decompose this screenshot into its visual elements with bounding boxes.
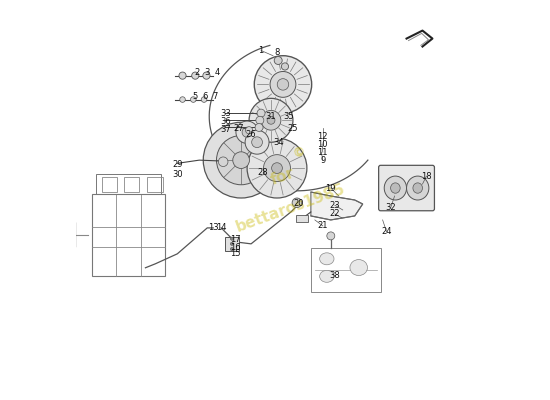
Ellipse shape	[413, 183, 422, 193]
Text: 25: 25	[288, 124, 298, 133]
Ellipse shape	[201, 97, 207, 102]
Text: 9: 9	[320, 156, 326, 165]
Ellipse shape	[217, 136, 266, 185]
Polygon shape	[311, 192, 362, 220]
Ellipse shape	[245, 127, 252, 134]
Ellipse shape	[242, 127, 252, 137]
Ellipse shape	[320, 253, 334, 265]
Ellipse shape	[252, 137, 262, 148]
Ellipse shape	[245, 130, 269, 154]
Text: 4: 4	[214, 68, 220, 77]
Text: 20: 20	[294, 200, 304, 208]
Bar	[147, 177, 163, 192]
Bar	[296, 215, 307, 222]
Ellipse shape	[406, 176, 429, 200]
Ellipse shape	[272, 163, 282, 174]
Text: 13: 13	[208, 224, 218, 232]
Ellipse shape	[384, 176, 406, 200]
Ellipse shape	[282, 63, 289, 70]
Text: 14: 14	[216, 224, 227, 232]
Ellipse shape	[249, 98, 293, 142]
Bar	[225, 237, 239, 251]
Text: 17: 17	[230, 235, 240, 244]
Ellipse shape	[192, 72, 199, 79]
Bar	[92, 194, 166, 276]
Ellipse shape	[233, 152, 250, 168]
Text: 11: 11	[317, 148, 328, 157]
Bar	[311, 248, 381, 292]
Text: bettaros1985: bettaros1985	[234, 181, 348, 235]
Text: 16: 16	[230, 242, 240, 252]
Ellipse shape	[254, 56, 312, 113]
Text: 18: 18	[421, 172, 432, 180]
Ellipse shape	[236, 121, 258, 143]
Text: 26: 26	[246, 130, 256, 139]
Text: 35: 35	[284, 112, 294, 121]
Text: 21: 21	[317, 222, 328, 230]
Ellipse shape	[180, 97, 185, 102]
Ellipse shape	[327, 232, 335, 240]
Text: 2: 2	[195, 68, 200, 77]
Ellipse shape	[350, 260, 367, 276]
Text: 19: 19	[326, 184, 336, 192]
Bar	[96, 174, 161, 194]
Ellipse shape	[230, 248, 234, 251]
Ellipse shape	[267, 116, 275, 124]
Ellipse shape	[270, 72, 296, 97]
Text: for: for	[269, 165, 297, 187]
Text: 29: 29	[172, 160, 183, 169]
Text: 12: 12	[317, 132, 328, 141]
Text: 32: 32	[386, 204, 396, 212]
Text: 33: 33	[220, 109, 230, 118]
Ellipse shape	[292, 198, 302, 208]
Ellipse shape	[190, 97, 196, 102]
Ellipse shape	[204, 122, 279, 198]
Text: 1: 1	[258, 46, 263, 55]
Text: 38: 38	[329, 271, 340, 280]
Text: 15: 15	[230, 249, 240, 258]
Ellipse shape	[257, 109, 265, 117]
Text: 27: 27	[234, 124, 244, 133]
Bar	[102, 177, 117, 192]
Text: 31: 31	[266, 112, 276, 121]
Ellipse shape	[274, 56, 282, 64]
FancyBboxPatch shape	[378, 165, 434, 211]
Ellipse shape	[390, 183, 400, 193]
Ellipse shape	[261, 110, 281, 130]
Ellipse shape	[179, 72, 186, 79]
Text: 3: 3	[205, 68, 210, 77]
Text: 34: 34	[274, 138, 284, 147]
Text: 23: 23	[329, 201, 340, 210]
Ellipse shape	[255, 124, 263, 132]
Text: 36: 36	[220, 116, 230, 126]
Text: 6: 6	[202, 92, 208, 101]
Ellipse shape	[230, 237, 234, 240]
Ellipse shape	[320, 270, 334, 282]
Bar	[124, 177, 139, 192]
Ellipse shape	[203, 72, 210, 79]
Text: ©: ©	[291, 144, 307, 160]
Text: 24: 24	[381, 227, 392, 236]
Text: 8: 8	[274, 48, 280, 57]
Ellipse shape	[247, 138, 307, 198]
Text: 22: 22	[329, 210, 340, 218]
Text: 37: 37	[220, 124, 230, 134]
Ellipse shape	[230, 242, 234, 246]
Ellipse shape	[277, 79, 289, 90]
Text: 5: 5	[192, 92, 198, 101]
Ellipse shape	[256, 116, 264, 124]
Text: 10: 10	[317, 140, 328, 149]
Text: 28: 28	[258, 168, 268, 176]
Ellipse shape	[263, 155, 290, 182]
Ellipse shape	[218, 157, 228, 166]
Text: 30: 30	[172, 170, 183, 178]
Text: 7: 7	[212, 92, 218, 101]
